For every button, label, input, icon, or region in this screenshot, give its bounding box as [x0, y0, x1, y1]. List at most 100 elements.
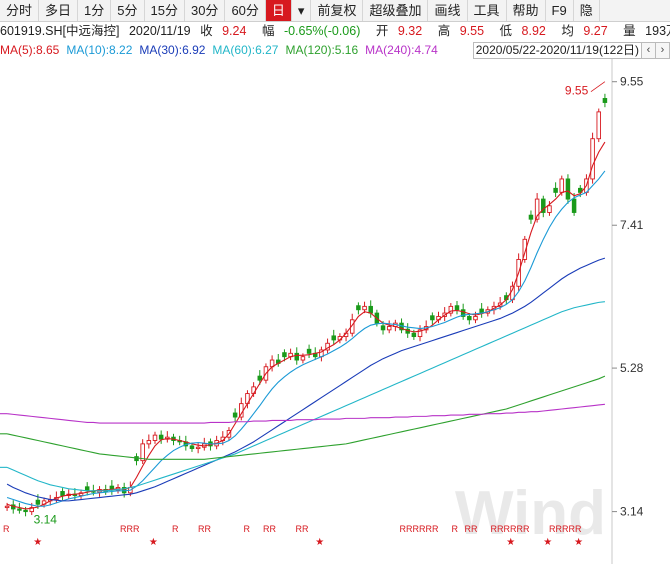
ma-line-ma120 [6, 375, 606, 460]
candle-body [140, 443, 145, 462]
candle-body [534, 198, 540, 220]
rating-marker: R [198, 524, 205, 534]
rating-marker: R [296, 524, 303, 534]
rating-marker: R [510, 524, 517, 534]
candle-body [590, 138, 595, 180]
ma-line-ma30 [6, 257, 606, 502]
toolbar-btn-1[interactable]: 多日 [39, 0, 79, 21]
candle-body [417, 329, 423, 338]
candle-body [571, 198, 577, 213]
ma-line-ma60 [6, 301, 605, 492]
close-field: 收 9.24 [200, 24, 247, 38]
candle-body [448, 305, 454, 314]
rating-marker: R [562, 524, 569, 534]
toolbar-btn-2[interactable]: 1分 [78, 0, 112, 21]
rating-marker: R [127, 524, 134, 534]
toolbar-btn-3[interactable]: 5分 [111, 0, 145, 21]
scroll-right-icon[interactable]: › [655, 42, 670, 59]
rating-marker: R [406, 524, 413, 534]
toolbar-btn-15[interactable]: 隐 [574, 0, 600, 21]
rating-marker: R [569, 524, 576, 534]
ma-line-ma240 [7, 403, 605, 424]
toolbar-btn-10[interactable]: 超级叠加 [363, 0, 429, 21]
rating-marker: R [517, 524, 524, 534]
toolbar-btn-14[interactable]: F9 [546, 0, 574, 21]
change-field: 幅 -0.65%(-0.06) [261, 24, 361, 38]
rating-marker: R [244, 524, 251, 534]
candle-body [411, 332, 417, 338]
star-marker: ★ [574, 537, 583, 548]
toolbar: 分时 多日 1分 5分 15分 30分 60分日 ▾ 前复权 超级叠加 画线 工具 帮助 F9 隐 [0, 0, 670, 22]
candle-body [158, 434, 164, 440]
volume-field: 量 193万 [623, 24, 670, 38]
y-tick-label: 5.28 [620, 361, 644, 375]
candle-body [473, 315, 478, 321]
rating-marker: R [426, 524, 433, 534]
candle-body [460, 309, 466, 317]
y-tick-label: 9.55 [620, 75, 644, 89]
rating-marker: R [471, 524, 478, 534]
ma-legend-item: MA(240):4.74 [365, 43, 438, 57]
candle-body [430, 315, 435, 321]
dropdown-chevron-icon[interactable]: ▾ [292, 0, 312, 21]
candle-body [380, 325, 386, 331]
star-marker: ★ [149, 537, 158, 548]
stock-code: 601919.SH[中远海控] [0, 24, 120, 38]
low-field: 低 8.92 [499, 24, 546, 38]
rating-marker: R [120, 524, 127, 534]
candle-body [541, 198, 546, 213]
toolbar-btn-4[interactable]: 15分 [145, 0, 185, 21]
candle-body [29, 507, 34, 513]
quote-date: 2020/11/19 [128, 24, 191, 38]
toolbar-btn-12[interactable]: 工具 [468, 0, 507, 21]
candle-body [467, 315, 472, 321]
toolbar-btn-13[interactable]: 帮助 [507, 0, 546, 21]
y-tick-label: 7.41 [620, 218, 644, 232]
rating-marker: R [263, 524, 270, 534]
star-marker: ★ [33, 537, 42, 548]
candle-body [602, 98, 608, 103]
rating-marker: R [205, 524, 212, 534]
rating-marker: R [491, 524, 498, 534]
quote-info-bar: 601919.SH[中远海控] 2020/11/19 收 9.24 幅 -0.6… [0, 21, 670, 41]
y-tick-label: 3.14 [620, 505, 644, 519]
toolbar-btn-5[interactable]: 30分 [185, 0, 226, 21]
candle-body [35, 499, 41, 505]
candle-body [17, 508, 22, 511]
scroll-left-icon[interactable]: ‹ [641, 42, 656, 59]
ma-legend: MA(5):8.65 MA(10):8.22 MA(30):6.92 MA(60):6… [0, 41, 670, 59]
rating-marker: R [523, 524, 530, 534]
toolbar-btn-9[interactable]: 前复权 [311, 0, 364, 21]
toolbar-btn-6[interactable]: 60分 [225, 0, 266, 21]
rating-marker: R [432, 524, 439, 534]
candle-body [522, 238, 528, 260]
rating-marker: R [133, 524, 140, 534]
toolbar-btn-7[interactable]: 日 [265, 0, 292, 21]
candle-body [4, 505, 10, 509]
ma-legend-item: MA(120):5.16 [285, 43, 359, 57]
candle-body [146, 440, 152, 445]
candle-body [565, 178, 571, 200]
rating-marker: R [465, 524, 472, 534]
rating-marker: R [504, 524, 511, 534]
toolbar-btn-11[interactable]: 画线 [428, 0, 468, 21]
toolbar-btn-0[interactable]: 分时 [0, 0, 40, 21]
candle-body [232, 412, 238, 418]
rating-marker: R [3, 524, 10, 534]
candle-body [578, 187, 583, 193]
low-annotation: 3.14 [34, 513, 58, 527]
rating-marker: R [400, 524, 407, 534]
candle-body [60, 491, 65, 496]
rating-marker: R [549, 524, 556, 534]
candle-body [195, 446, 201, 450]
candle-body [368, 305, 373, 314]
candle-body [356, 305, 361, 311]
rating-marker: R [575, 524, 582, 534]
high-pointer [590, 81, 606, 93]
rating-marker: R [302, 524, 309, 534]
star-marker: ★ [506, 537, 515, 548]
rating-marker: R [497, 524, 504, 534]
rating-marker: R [556, 524, 563, 534]
date-range: 2020/05/22-2020/11/19(122日) [472, 42, 642, 59]
